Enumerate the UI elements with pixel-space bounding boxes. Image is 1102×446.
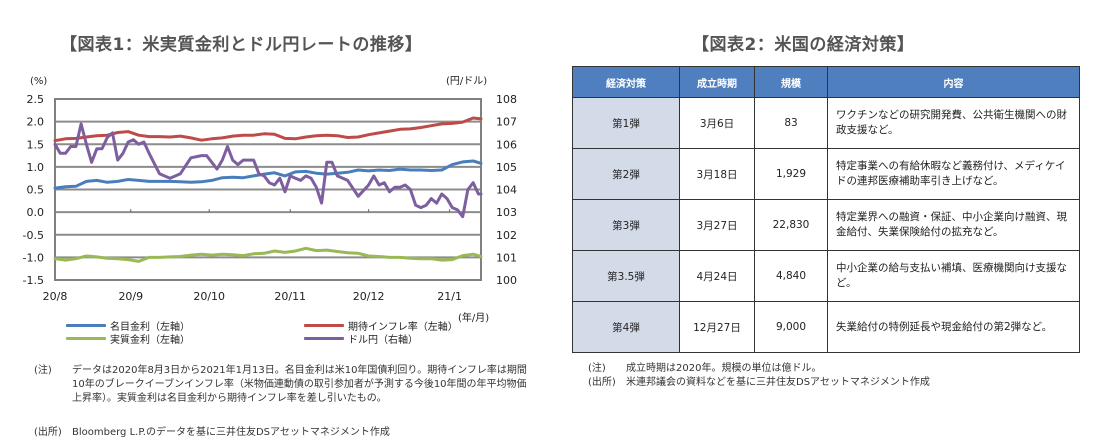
- figure1-title: 【図表1：米実質金利とドル円レートの推移】: [60, 35, 423, 55]
- x-tick-label: 21/1: [437, 290, 462, 303]
- legend-label-real: 実質金利（左軸）: [110, 335, 190, 346]
- cell-stage: 第2弾: [572, 148, 680, 200]
- cell-desc: 特定事業への有給休暇など義務付け、メディケイドの連邦医療補助率引き上げなど。: [827, 148, 1080, 200]
- x-tick-label: 20/8: [43, 290, 68, 303]
- series-line-nominal: [53, 159, 483, 190]
- cell-stage: 第3弾: [572, 199, 680, 251]
- figure1-source: (出所) Bloomberg L.P.のデータを基に三井住友DSアセットマネジメ…: [34, 426, 534, 440]
- table-row: 第2弾 3月18日 1,929 特定事業への有給休暇など義務付け、メディケイドの…: [572, 148, 1080, 200]
- y-tick-label-left: 2.5: [27, 93, 45, 106]
- legend-label-usdjpy: ドル円（右軸）: [348, 335, 418, 346]
- figure2-title: 【図表2：米国の経済対策】: [692, 35, 915, 55]
- x-tick-label: 20/11: [274, 290, 306, 303]
- cell-desc: 特定業界への融資・保証、中小企業向け融資、現金給付、失業保険給付の拡充など。: [827, 199, 1080, 251]
- y-tick-label-left: -0.5: [23, 229, 44, 242]
- cell-scale: 4,840: [754, 250, 828, 302]
- cell-date: 3月18日: [679, 148, 755, 200]
- y-tick-label-right: 103: [496, 206, 517, 219]
- x-axis: 20/8 20/9 20/10 20/11 20/12 21/1: [43, 209, 462, 303]
- x-tick-label: 20/12: [353, 290, 385, 303]
- figure2-source-text: 米連邦議会の資料などを基に三井住友DSアセットマネジメント作成: [626, 377, 930, 388]
- figure1-note-label: (注): [34, 365, 52, 376]
- figure1-source-text: Bloomberg L.P.のデータを基に三井住友DSアセットマネジメント作成: [72, 427, 390, 438]
- legend-label-nominal: 名目金利（左軸）: [110, 322, 190, 333]
- y-tick-label-left: 0.5: [27, 184, 45, 197]
- y-tick-label-left: 1.5: [27, 138, 45, 151]
- y-tick-label-left: -1.0: [23, 251, 44, 264]
- cell-scale: 83: [754, 97, 828, 149]
- y-tick-label-right: 104: [496, 184, 517, 197]
- table-row: 第1弾 3月6日 83 ワクチンなどの研究開発費、公共衛生機関への財政支援など。: [572, 97, 1080, 149]
- cell-desc: ワクチンなどの研究開発費、公共衛生機関への財政支援など。: [827, 97, 1080, 149]
- y-tick-label-right: 107: [496, 116, 517, 129]
- legend-item-usdjpy: ドル円（右軸）: [304, 331, 418, 346]
- table-row: 第3.5弾 4月24日 4,840 中小企業の給与支払い補填、医療機関向け支援な…: [572, 250, 1080, 302]
- y-tick-label-right: 100: [496, 274, 517, 287]
- cell-date: 4月24日: [679, 250, 755, 302]
- series-line-inflation: [53, 116, 483, 143]
- cell-stage: 第4弾: [572, 301, 680, 353]
- policy-table: 経済対策 成立時期 規模 内容 第1弾 3月6日 83 ワクチンなどの研究開発費…: [572, 66, 1080, 353]
- figure2-note-label: (注): [588, 363, 606, 374]
- figure2-note-text: 成立時期は2020年。規模の単位は億ドル。: [626, 363, 822, 374]
- cell-stage: 第1弾: [572, 97, 680, 149]
- legend-item-inflation: 期待インフレ率（左軸）: [304, 318, 458, 333]
- series-line-usdjpy: [53, 122, 483, 219]
- figure2-source-label: (出所): [588, 377, 616, 388]
- line-chart: 2.5 2.0 1.5 1.0 0.5 0.0 -0.5 -1.0 -1.5 108 107 106…: [23, 76, 517, 324]
- cell-desc: 中小企業の給与支払い補填、医療機関向け支援など。: [827, 250, 1080, 302]
- legend-label-inflation: 期待インフレ率（左軸）: [348, 322, 458, 333]
- legend-item-nominal: 名目金利（左軸）: [66, 318, 190, 333]
- table-row: 第3弾 3月27日 22,830 特定業界への融資・保証、中小企業向け融資、現金…: [572, 199, 1080, 251]
- cell-scale: 1,929: [754, 148, 828, 200]
- table-row: 第4弾 12月27日 9,000 失業給付の特例延長や現金給付の第2弾など。: [572, 301, 1080, 353]
- y-axis-right-unit: (円/ドル): [446, 76, 487, 87]
- y-tick-label-left: 1.0: [27, 161, 45, 174]
- cell-stage: 第3.5弾: [572, 250, 680, 302]
- header-date: 成立時期: [679, 66, 755, 98]
- figure1-note: (注) データは2020年8月3日から2021年1月13日。名目金利は米10年国…: [34, 364, 534, 406]
- figure1-source-label: (出所): [34, 427, 62, 438]
- x-tick-label: 20/10: [193, 290, 225, 303]
- y-axis-right: 108 107 106 105 104 103 102 101 100: [496, 93, 517, 287]
- cell-date: 3月27日: [679, 199, 755, 251]
- legend-item-real: 実質金利（左軸）: [66, 331, 190, 346]
- y-axis-left-unit: (%): [30, 76, 47, 87]
- table-header-row: 経済対策 成立時期 規模 内容: [572, 66, 1080, 98]
- figure2-note: (注) 成立時期は2020年。規模の単位は億ドル。: [588, 362, 1088, 376]
- header-desc: 内容: [827, 66, 1080, 98]
- series-line-real: [53, 246, 483, 263]
- legend-swatch-real: [66, 337, 106, 340]
- legend-swatch-usdjpy: [304, 337, 344, 340]
- y-tick-label-right: 106: [496, 138, 517, 151]
- series-group: [53, 116, 483, 263]
- legend-swatch-inflation: [304, 324, 344, 327]
- y-tick-label-right: 108: [496, 93, 517, 106]
- figure1-note-text: データは2020年8月3日から2021年1月13日。名目金利は米10年国債利回り…: [72, 365, 527, 404]
- header-stage: 経済対策: [572, 66, 680, 98]
- x-tick-label: 20/9: [118, 290, 143, 303]
- cell-desc: 失業給付の特例延長や現金給付の第2弾など。: [827, 301, 1080, 353]
- y-tick-label-right: 101: [496, 251, 517, 264]
- legend-swatch-nominal: [66, 324, 106, 327]
- cell-scale: 22,830: [754, 199, 828, 251]
- y-tick-label-left: 2.0: [27, 116, 45, 129]
- y-tick-label-right: 102: [496, 229, 517, 242]
- x-axis-unit: (年/月): [458, 311, 489, 324]
- y-tick-label-left: -1.5: [23, 274, 44, 287]
- cell-date: 12月27日: [679, 301, 755, 353]
- header-scale: 規模: [754, 66, 828, 98]
- y-axis-left: 2.5 2.0 1.5 1.0 0.5 0.0 -0.5 -1.0 -1.5: [23, 93, 44, 287]
- cell-date: 3月6日: [679, 97, 755, 149]
- figure2-source: (出所) 米連邦議会の資料などを基に三井住友DSアセットマネジメント作成: [588, 376, 1088, 390]
- y-tick-label-left: 0.0: [27, 206, 45, 219]
- y-tick-label-right: 105: [496, 161, 517, 174]
- cell-scale: 9,000: [754, 301, 828, 353]
